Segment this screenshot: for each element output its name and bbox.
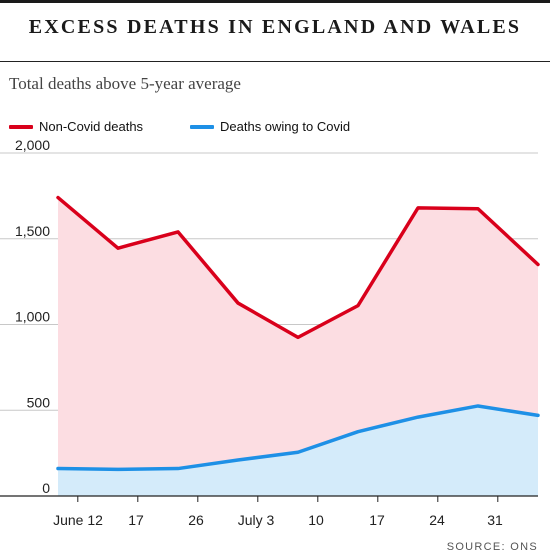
y-tick-label-500: 500 (27, 394, 51, 410)
legend-swatch-non-covid (9, 124, 33, 129)
legend-swatch-covid (190, 124, 214, 129)
legend-item-non-covid: Non-Covid deaths (9, 119, 143, 134)
x-tick-label-3: July 3 (238, 512, 275, 528)
legend-item-covid: Deaths owing to Covid (190, 119, 350, 134)
x-tick-label-2: 26 (188, 512, 204, 528)
x-tick-label-5: 17 (369, 512, 385, 528)
chart-title: EXCESS DEATHS IN ENGLAND AND WALES (28, 16, 522, 38)
x-tick-label-4: 10 (308, 512, 324, 528)
legend-label-non-covid: Non-Covid deaths (39, 119, 144, 134)
title-divider (0, 61, 550, 62)
chart-subtitle: Total deaths above 5-year average (9, 74, 241, 93)
y-tick-label-2000: 2,000 (15, 137, 50, 153)
top-border (0, 0, 550, 3)
x-tick-label-1: 17 (128, 512, 144, 528)
x-tick-label-7: 31 (487, 512, 503, 528)
legend-label-covid: Deaths owing to Covid (220, 119, 351, 134)
x-tick-label-6: 24 (429, 512, 445, 528)
area-covid (58, 405, 538, 496)
y-tick-label-1500: 1,500 (15, 223, 50, 239)
y-tick-label-1000: 1,000 (15, 309, 50, 325)
source-note: SOURCE: ONS (446, 541, 538, 553)
x-tick-label-0: June 12 (53, 512, 103, 528)
y-tick-label-0: 0 (42, 480, 50, 496)
